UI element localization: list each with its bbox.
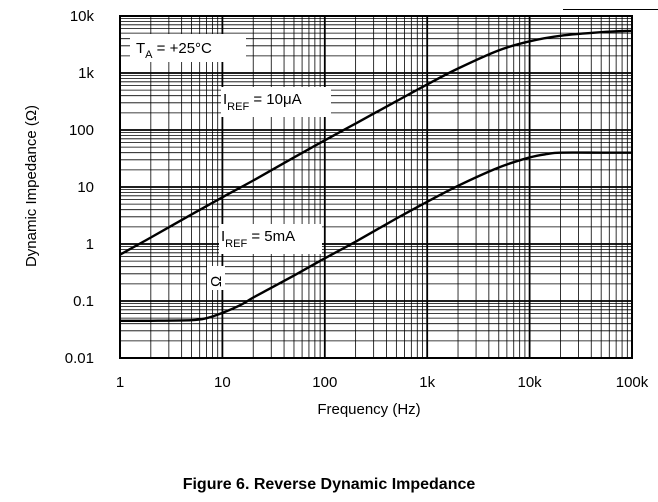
impedance-chart: 1 10 100 1k 10k 100k 10k 1k 100 10 1 0.1 0.01 Frequ…: [23, 8, 649, 418]
x-tick-label: 100k: [616, 374, 649, 391]
y-tick-label: 100: [69, 122, 94, 139]
omega-bg: [207, 266, 225, 290]
x-tick-label: 10: [214, 374, 231, 391]
y-tick-label: 10: [77, 179, 94, 196]
curve-iref-10ua: [119, 29, 633, 256]
iref-low-label-bg: [219, 224, 322, 254]
curve-iref-5ma: [119, 151, 632, 323]
x-tick-labels: 1 10 100 1k 10k 100k: [116, 374, 649, 391]
figure-caption: Figure 6. Reverse Dynamic Impedance: [182, 476, 476, 493]
x-tick-label: 1: [116, 374, 124, 391]
x-tick-label: 10k: [518, 374, 543, 391]
x-tick-label: 1k: [419, 374, 435, 391]
y-tick-label: 1k: [78, 65, 94, 82]
x-axis-label: Frequency (Hz): [317, 401, 420, 418]
header-rule: [563, 9, 658, 10]
iref-low-annotation: IREF = 5mA: [221, 228, 295, 250]
y-axis-label: Dynamic Impedance (Ω): [23, 105, 40, 267]
y-tick-labels: 10k 1k 100 10 1 0.1 0.01: [65, 8, 95, 367]
iref-high-annotation: IREF = 10μA: [223, 91, 302, 113]
temp-annotation: TA = +25°C: [136, 40, 212, 61]
y-tick-label: 1: [86, 236, 94, 253]
temp-label-bg: [130, 34, 246, 62]
y-tick-label: 0.1: [73, 293, 94, 310]
grid-major: [120, 16, 632, 358]
plot-frame: [119, 15, 633, 359]
y-tick-label: 10k: [70, 8, 95, 25]
stray-omega-symbol: Ω: [208, 276, 225, 287]
y-tick-label: 0.01: [65, 350, 94, 367]
curves: [119, 29, 633, 323]
iref-high-label-bg: [221, 87, 331, 117]
x-tick-label: 100: [312, 374, 337, 391]
